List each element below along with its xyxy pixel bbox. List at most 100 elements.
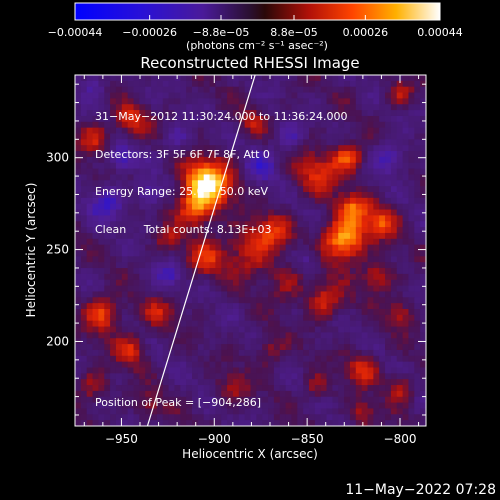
heatmap-cell [75,309,82,316]
heatmap-cell [92,344,99,351]
heatmap-cell [186,86,193,94]
heatmap-cell [367,215,374,222]
heatmap-cell [262,156,269,164]
heatmap-cell [192,314,199,322]
heatmap-cell [268,209,275,216]
heatmap-cell [396,86,404,94]
heatmap-cell [379,273,386,281]
heatmap-cell [344,215,351,222]
heatmap-cell [344,168,351,176]
heatmap-cell [361,414,369,421]
heatmap-cell [75,180,82,187]
heatmap-cell [104,115,111,123]
heatmap-cell [408,75,415,82]
heatmap-cell [314,420,322,426]
heatmap-cell [139,145,146,152]
heatmap-cell [80,279,88,287]
heatmap-cell [326,156,333,164]
heatmap-cell [192,244,199,252]
heatmap-cell [174,297,181,304]
heatmap-cell [168,373,176,380]
heatmap-cell [115,291,123,298]
heatmap-cell [355,139,363,146]
heatmap-cell [92,273,99,281]
heatmap-cell [209,361,216,369]
heatmap-cell [250,174,257,181]
heatmap-cell [373,209,380,216]
heatmap-cell [232,344,240,351]
heatmap-cell [197,238,205,246]
heatmap-cell [326,320,333,328]
heatmap-cell [238,338,246,345]
heatmap-cell [151,139,158,146]
heatmap-cell [86,209,94,216]
heatmap-cell [133,174,140,181]
heatmap-cell [285,180,293,187]
heatmap-cell [104,209,111,216]
heatmap-cell [98,215,105,222]
heatmap-cell [402,110,410,117]
heatmap-cell [355,86,363,94]
heatmap-cell [414,80,421,88]
heatmap-cell [320,145,328,152]
heatmap-cell [408,355,415,363]
heatmap-cell [344,361,351,369]
heatmap-cell [385,279,392,287]
heatmap-cell [250,215,257,222]
heatmap-cell [121,355,129,363]
heatmap-cell [390,174,398,181]
heatmap-cell [279,320,287,328]
heatmap-cell [98,80,105,88]
heatmap-cell [262,285,269,293]
heatmap-cell [373,174,380,181]
heatmap-cell [297,279,304,287]
heatmap-cell [285,86,293,94]
heatmap-cell [203,349,211,357]
heatmap-cell [127,215,135,222]
heatmap-cell [303,98,310,105]
heatmap-cell [349,110,357,117]
heatmap-cell [390,402,398,410]
heatmap-cell [151,75,158,82]
heatmap-cell [121,192,129,199]
heatmap-cell [186,162,193,170]
heatmap-cell [402,145,410,152]
heatmap-cell [92,232,99,240]
heatmap-cell [92,285,99,293]
heatmap-cell [338,262,345,269]
heatmap-cell [232,197,240,205]
heatmap-cell [402,309,410,316]
heatmap-cell [309,215,316,222]
heatmap-cell [373,203,380,211]
heatmap-cell [98,110,105,117]
heatmap-cell [420,373,426,380]
heatmap-cell [279,92,287,99]
heatmap-cell [104,338,111,345]
heatmap-cell [385,86,392,94]
heatmap-cell [268,367,275,374]
heatmap-cell [332,133,339,140]
heatmap-cell [121,367,129,374]
heatmap-cell [256,291,263,298]
heatmap-cell [238,186,246,193]
heatmap-cell [326,273,333,281]
heatmap-cell [162,256,170,263]
heatmap-cell [133,110,140,117]
heatmap-cell [373,408,380,415]
heatmap-cell [92,162,99,170]
heatmap-cell [209,344,216,351]
heatmap-cell [238,174,246,181]
heatmap-cell [373,250,380,257]
heatmap-cell [320,379,328,386]
heatmap-cell [379,86,386,94]
heatmap-cell [390,110,398,117]
heatmap-cell [80,303,88,310]
heatmap-cell [133,373,140,380]
heatmap-cell [320,215,328,222]
heatmap-cell [192,279,199,287]
heatmap-cell [232,104,240,111]
heatmap-cell [332,227,339,234]
heatmap-cell [174,408,181,415]
heatmap-cell [151,385,158,392]
heatmap-cell [186,174,193,181]
